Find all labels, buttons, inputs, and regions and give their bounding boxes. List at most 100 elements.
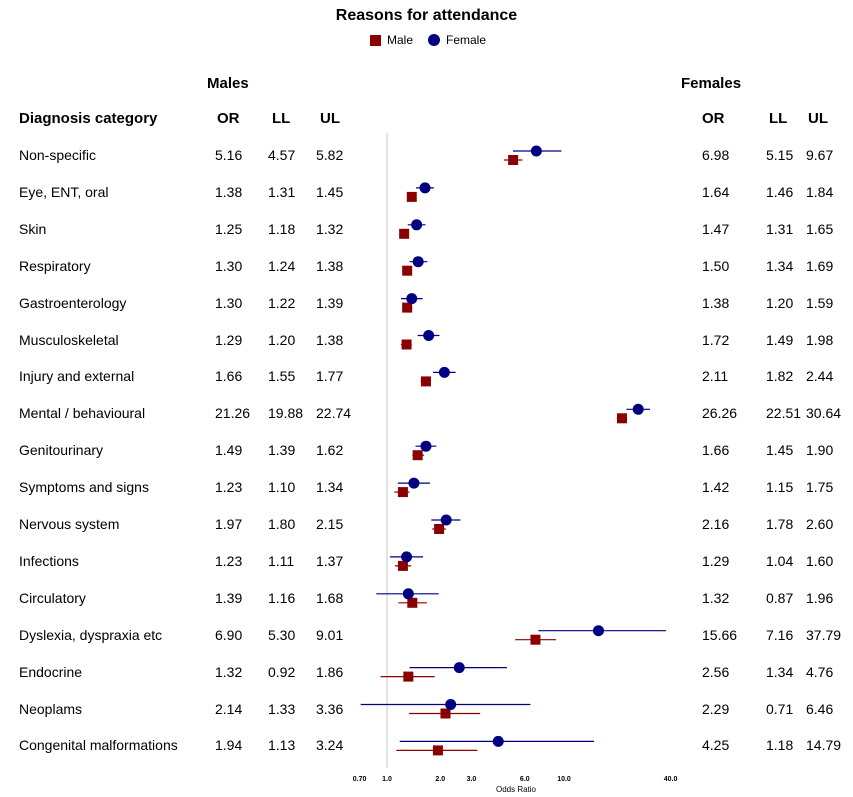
male-ul-value: 1.37 xyxy=(316,552,344,569)
category-column-header: Diagnosis category xyxy=(19,110,158,127)
male-or-value: 5.16 xyxy=(215,147,243,163)
male-point xyxy=(399,228,410,239)
female-point xyxy=(492,735,504,747)
x-tick-label: 10.0 xyxy=(557,776,571,783)
female-ul-value: 1.96 xyxy=(806,589,834,606)
x-tick-label: 3.0 xyxy=(467,776,477,783)
female-or-value: 6.98 xyxy=(702,147,730,163)
female-ll-value: 1.78 xyxy=(766,516,794,532)
female-point xyxy=(423,330,435,341)
category-label: Neoplams xyxy=(19,700,83,717)
male-or-value: 1.30 xyxy=(215,257,243,274)
female-ll-value: 1.46 xyxy=(766,183,794,200)
male-ul-value: 1.39 xyxy=(316,294,344,311)
male-point xyxy=(406,191,417,202)
female-or-value: 1.38 xyxy=(702,294,730,311)
male-or-value: 1.32 xyxy=(215,663,243,680)
female-ul-value: 1.59 xyxy=(806,294,834,311)
female-ul-value: 1.69 xyxy=(806,257,834,274)
category-label: Non-specific xyxy=(19,147,97,163)
female-ul-value: 1.98 xyxy=(806,331,834,348)
male-ul-value: 1.38 xyxy=(316,257,344,274)
female-or-value: 26.26 xyxy=(702,405,738,422)
female-point xyxy=(420,440,432,452)
category-label: Infections xyxy=(19,552,79,569)
female-or-value: 1.50 xyxy=(702,257,730,274)
female-ul-value: 37.79 xyxy=(806,626,842,643)
male-point xyxy=(407,597,418,608)
category-label: Skin xyxy=(19,220,47,237)
male-ll-value: 1.22 xyxy=(268,294,296,311)
females-group-header: Females xyxy=(681,75,742,92)
female-ul-value: 1.60 xyxy=(806,552,834,569)
female-ll-value: 1.34 xyxy=(766,257,794,274)
female-or-value: 1.32 xyxy=(702,589,730,606)
female-ll-value: 1.82 xyxy=(766,368,794,385)
female-point xyxy=(406,293,418,305)
male-ul-value: 5.82 xyxy=(316,147,344,163)
female-ul-value: 1.75 xyxy=(806,479,834,496)
female-or-value: 2.16 xyxy=(702,516,730,532)
female-point xyxy=(530,145,542,157)
male-ll-value: 1.11 xyxy=(268,552,295,569)
category-label: Respiratory xyxy=(19,257,91,274)
legend-male-marker xyxy=(370,35,381,46)
category-label: Genitourinary xyxy=(19,442,104,459)
male-ll-value: 4.57 xyxy=(268,147,296,163)
female-or-value: 1.29 xyxy=(702,552,730,569)
chart-title: Reasons for attendance xyxy=(335,7,518,24)
male-or-value: 1.49 xyxy=(215,442,243,459)
male-ll-value: 1.10 xyxy=(268,479,296,496)
female-point xyxy=(440,514,452,526)
female-ll-value: 7.16 xyxy=(766,626,794,643)
female-ll-value: 1.45 xyxy=(766,442,794,459)
male-point xyxy=(397,487,408,498)
male-ll-value: 5.30 xyxy=(268,626,296,643)
female-or-value: 1.66 xyxy=(702,442,730,459)
female-point xyxy=(438,366,450,378)
female-ul-value: 2.60 xyxy=(806,516,834,532)
male-ll-value: 1.31 xyxy=(268,183,296,200)
male-or-value: 1.39 xyxy=(215,589,243,606)
male-ll-value: 0.92 xyxy=(268,663,296,680)
male-or-value: 2.14 xyxy=(215,700,243,717)
male-or-header: OR xyxy=(217,110,240,127)
male-or-value: 1.38 xyxy=(215,183,243,200)
category-label: Eye, ENT, oral xyxy=(19,183,109,200)
male-ul-value: 1.45 xyxy=(316,183,344,200)
female-ll-value: 1.04 xyxy=(766,552,794,569)
category-label: Nervous system xyxy=(19,516,120,532)
male-point xyxy=(530,634,541,645)
female-ul-value: 30.64 xyxy=(806,405,842,422)
female-point xyxy=(445,699,457,710)
female-point xyxy=(408,477,420,489)
female-point xyxy=(401,551,413,563)
male-point xyxy=(508,155,519,165)
male-ul-value: 1.32 xyxy=(316,220,344,237)
female-point xyxy=(632,403,644,415)
female-point xyxy=(411,219,423,231)
female-ul-value: 4.76 xyxy=(806,663,834,680)
female-point xyxy=(412,256,424,268)
female-or-value: 2.56 xyxy=(702,663,730,680)
female-ll-value: 5.15 xyxy=(766,147,794,163)
female-ll-value: 1.20 xyxy=(766,294,794,311)
male-or-value: 1.94 xyxy=(215,737,243,754)
male-ul-value: 1.77 xyxy=(316,368,344,385)
male-ll-value: 1.20 xyxy=(268,331,296,348)
male-or-value: 1.25 xyxy=(215,220,243,237)
female-ul-value: 9.67 xyxy=(806,147,834,163)
male-ul-value: 3.36 xyxy=(316,700,344,717)
category-label: Gastroenterology xyxy=(19,294,127,311)
male-ul-value: 22.74 xyxy=(316,405,352,422)
x-tick-label: 1.0 xyxy=(382,776,392,783)
female-ll-header: LL xyxy=(769,110,788,127)
female-or-value: 2.11 xyxy=(702,368,729,385)
female-ll-value: 22.51 xyxy=(766,405,802,422)
legend-male-label: Male xyxy=(387,33,414,47)
male-ll-value: 1.16 xyxy=(268,589,296,606)
category-label: Mental / behavioural xyxy=(19,405,146,422)
category-label: Musculoskeletal xyxy=(19,331,119,348)
female-ul-value: 1.84 xyxy=(806,183,834,200)
